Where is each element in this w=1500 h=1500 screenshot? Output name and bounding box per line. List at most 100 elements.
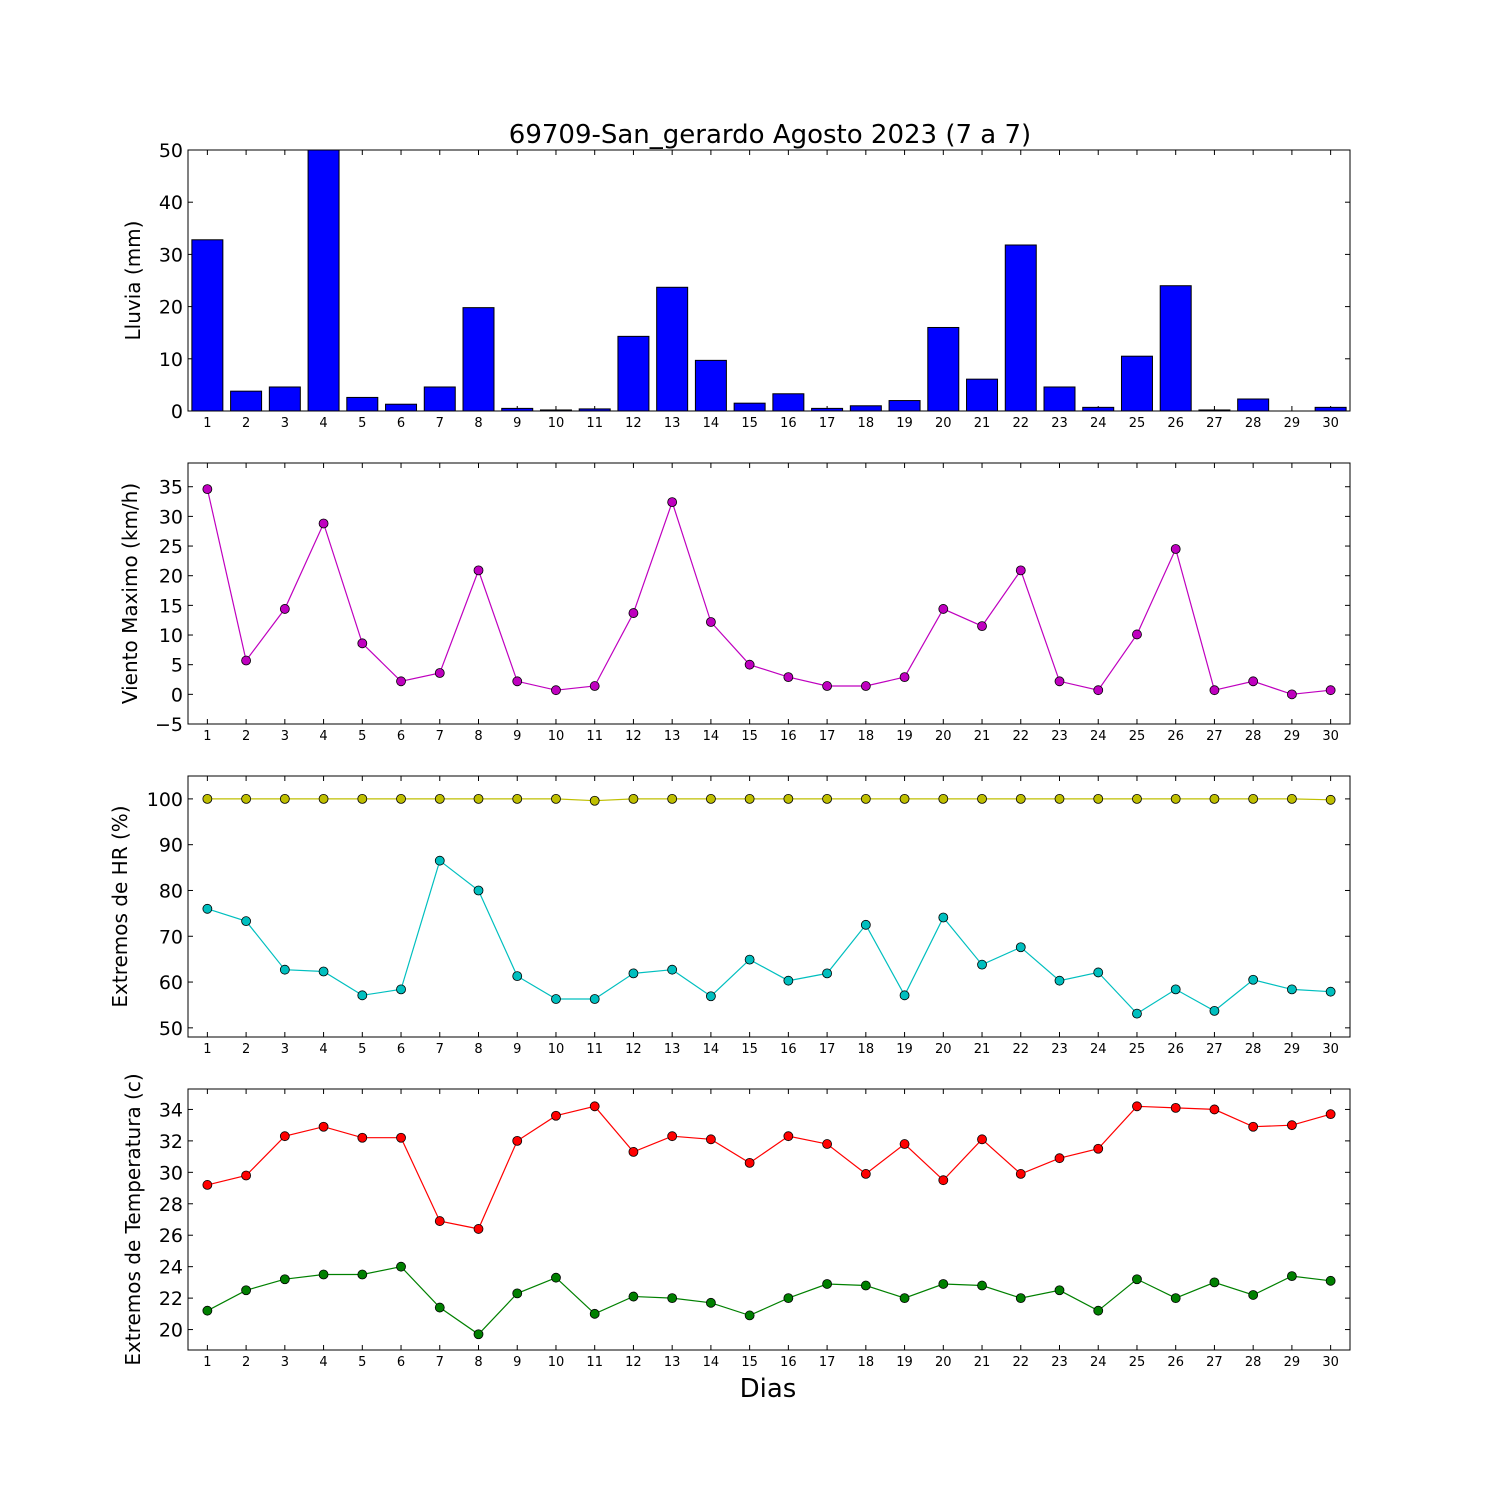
series-2-point — [860, 1280, 871, 1291]
bar-day-25 — [1120, 355, 1153, 412]
series-2-point — [1132, 1274, 1142, 1285]
x-tick-label: 25 — [1129, 416, 1146, 431]
series-2-point — [202, 903, 213, 914]
series-1-point — [1248, 676, 1259, 687]
bar-day-30 — [1314, 406, 1347, 412]
y-axis-label: Lluvia (mm) — [121, 221, 145, 341]
x-tick-label: 19 — [896, 416, 913, 431]
series-2-point — [1248, 974, 1259, 985]
series-2-point — [1015, 942, 1026, 953]
series-1-point — [1209, 793, 1220, 804]
series-2-point — [938, 912, 949, 923]
series-1-point — [473, 793, 484, 804]
series-2-point — [899, 990, 910, 1001]
series-1-point — [822, 681, 832, 691]
series-1-point — [1093, 793, 1104, 804]
axes-frame — [187, 149, 1351, 412]
y-tick-label: 10 — [159, 349, 183, 371]
x-tick-label: 17 — [819, 416, 836, 431]
series-1-point — [860, 681, 871, 691]
axes-frame — [187, 775, 1351, 1038]
series-2-point — [473, 885, 484, 896]
x-tick-label: 1 — [203, 729, 211, 744]
y-tick-label: 20 — [159, 297, 183, 319]
series-1-point — [473, 565, 484, 576]
y-tick-label: 35 — [159, 477, 183, 499]
series-2-point — [318, 1269, 329, 1280]
series-1-point — [279, 604, 290, 614]
x-tick-label: 1 — [203, 416, 211, 431]
figure-title: 69709-San_gerardo Agosto 2023 (7 a 7) — [509, 120, 1031, 150]
series-1-point — [1015, 1169, 1026, 1179]
bar-day-3 — [268, 386, 301, 412]
series-1-point — [1132, 1101, 1142, 1112]
series-2-point — [589, 1308, 600, 1319]
series-2-point — [744, 1310, 755, 1321]
x-tick-label: 15 — [741, 416, 758, 431]
x-tick-label: 21 — [974, 416, 991, 431]
series-2-point — [1287, 1271, 1297, 1282]
series-2-point — [434, 855, 445, 866]
x-tick-label: 8 — [474, 729, 482, 744]
y-axis-label: Viento Maximo (km/h) — [118, 483, 142, 704]
series-2-point — [396, 1261, 406, 1272]
y-tick-label: 32 — [159, 1131, 183, 1153]
x-tick-label: 27 — [1206, 1355, 1223, 1370]
x-tick-label: 11 — [586, 416, 603, 431]
bar-day-11 — [578, 408, 611, 412]
series-1-point — [938, 1175, 949, 1186]
series-1-point — [977, 621, 987, 632]
x-tick-label: 2 — [242, 1042, 250, 1057]
series-1-point — [396, 676, 406, 687]
x-tick-label: 21 — [974, 1355, 991, 1370]
series-2-point — [1054, 975, 1065, 986]
x-tick-label: 12 — [625, 1042, 642, 1057]
y-tick-label: 25 — [159, 536, 183, 558]
x-tick-label: 11 — [586, 729, 603, 744]
x-tick-label: 29 — [1284, 1042, 1301, 1057]
series-2-point — [706, 1297, 716, 1308]
x-tick-label: 24 — [1090, 729, 1107, 744]
series-1-point — [551, 793, 561, 804]
series-2-point — [357, 1269, 368, 1280]
series-2-point — [551, 994, 561, 1004]
axes-frame — [187, 1088, 1351, 1351]
bar-day-10 — [539, 409, 572, 412]
x-tick-label: 17 — [819, 729, 836, 744]
x-tick-label: 26 — [1167, 1042, 1184, 1057]
x-tick-label: 13 — [664, 416, 681, 431]
x-tick-label: 30 — [1322, 1042, 1339, 1057]
bar-day-20 — [927, 326, 960, 412]
series-1-point — [589, 795, 600, 806]
x-tick-label: 8 — [474, 1042, 482, 1057]
x-tick-label: 6 — [397, 1042, 405, 1057]
series-1-point — [512, 676, 523, 687]
x-tick-label: 13 — [664, 1355, 681, 1370]
x-tick-label: 28 — [1245, 1355, 1262, 1370]
x-tick-label: 19 — [896, 1355, 913, 1370]
y-tick-label: 30 — [159, 244, 183, 266]
x-tick-label: 25 — [1129, 729, 1146, 744]
x-tick-label: 3 — [281, 1355, 289, 1370]
x-tick-label: 10 — [548, 1042, 565, 1057]
series-1-point — [1132, 793, 1142, 804]
series-1-point — [396, 793, 406, 804]
y-tick-label: 0 — [171, 684, 183, 706]
series-1-point — [860, 793, 871, 804]
x-tick-label: 6 — [397, 416, 405, 431]
series-2-point — [628, 968, 639, 979]
series-2-point — [706, 991, 716, 1002]
series-2-point — [822, 968, 832, 979]
y-tick-label: 80 — [159, 880, 183, 902]
y-tick-label: 24 — [159, 1257, 183, 1279]
series-2-point — [977, 959, 987, 970]
series-1-point — [1132, 629, 1142, 640]
x-tick-label: 4 — [319, 1042, 327, 1057]
y-tick-label: 5 — [171, 655, 183, 677]
bar-day-24 — [1082, 406, 1115, 412]
bar-day-17 — [811, 407, 844, 412]
series-1-point — [473, 1224, 484, 1234]
